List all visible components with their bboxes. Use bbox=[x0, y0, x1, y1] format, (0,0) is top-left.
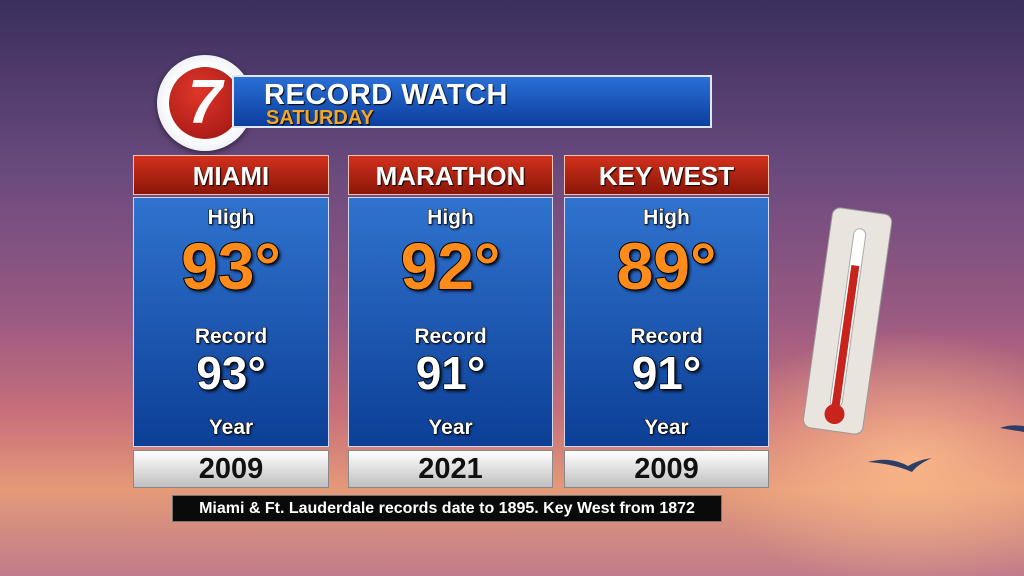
record-year: 2021 bbox=[348, 450, 553, 488]
thermometer bbox=[802, 207, 893, 435]
card-body: High 93° Record 93° Year bbox=[133, 197, 329, 447]
record-label: Record bbox=[194, 325, 268, 349]
record-year: 2009 bbox=[564, 450, 769, 488]
record-temp: 91° bbox=[415, 346, 486, 400]
subtitle: SATURDAY bbox=[266, 107, 374, 129]
bird bbox=[868, 458, 932, 472]
bird bbox=[1000, 425, 1024, 432]
record-temp: 91° bbox=[631, 346, 702, 400]
logo-text: 7 bbox=[169, 67, 241, 139]
high-label: High bbox=[643, 206, 691, 230]
city-card: MIAMI High 93° Record 93° Year 2009 bbox=[133, 155, 329, 488]
record-temp: 93° bbox=[195, 346, 266, 400]
record-label: Record bbox=[630, 325, 703, 349]
high-temp: 89° bbox=[616, 228, 718, 304]
city-name: KEY WEST bbox=[564, 155, 769, 195]
city-name: MIAMI bbox=[133, 155, 329, 195]
high-label: High bbox=[427, 206, 475, 230]
footnote: Miami & Ft. Lauderdale records date to 1… bbox=[172, 495, 722, 522]
city-card: KEY WEST High 89° Record 91° Year 2009 bbox=[564, 155, 769, 488]
high-label: High bbox=[207, 206, 255, 230]
year-label: Year bbox=[428, 416, 473, 440]
record-year: 2009 bbox=[133, 450, 329, 488]
header-banner: RECORD WATCH SATURDAY bbox=[232, 75, 712, 129]
high-temp: 92° bbox=[400, 228, 502, 304]
city-name: MARATHON bbox=[348, 155, 553, 195]
card-body: High 89° Record 91° Year bbox=[564, 197, 769, 447]
city-card: MARATHON High 92° Record 91° Year 2021 bbox=[348, 155, 553, 488]
high-temp: 93° bbox=[180, 228, 282, 304]
record-label: Record bbox=[414, 325, 487, 349]
year-label: Year bbox=[644, 416, 689, 440]
card-body: High 92° Record 91° Year bbox=[348, 197, 553, 447]
year-label: Year bbox=[208, 416, 254, 440]
title: RECORD WATCH bbox=[264, 79, 508, 111]
